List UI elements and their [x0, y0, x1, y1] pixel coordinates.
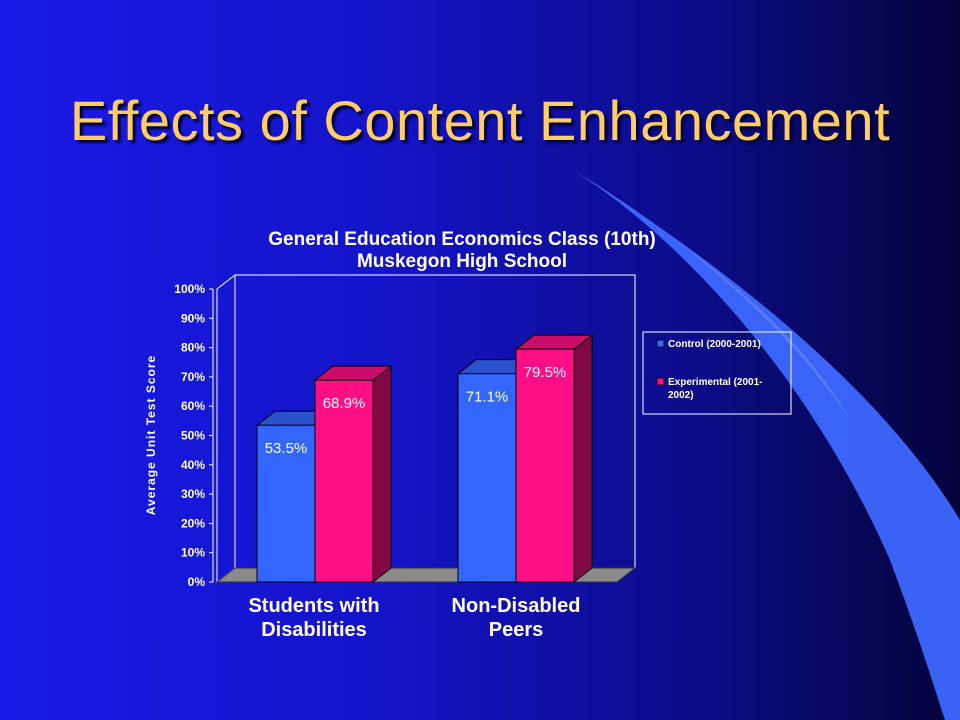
- y-tick-label: 60%: [181, 399, 205, 413]
- bar-side: [372, 365, 392, 584]
- x-tick-label: Disabilities: [261, 619, 367, 641]
- y-tick-label: 70%: [181, 370, 205, 384]
- y-tick-label: 50%: [181, 429, 205, 443]
- chart-title: General Education Economics Class (10th): [268, 229, 656, 250]
- x-tick-label: Students with: [248, 595, 379, 617]
- decorative-swoosh: [570, 168, 960, 720]
- legend-label: Experimental (2001-: [668, 377, 763, 388]
- y-tick-label: 90%: [181, 311, 205, 325]
- y-tick-label: 20%: [181, 516, 205, 530]
- legend-swatch: [656, 377, 665, 386]
- data-label: 68.9%: [323, 395, 366, 412]
- chart-subtitle: Muskegon High School: [357, 251, 567, 272]
- data-label: 79.5%: [524, 364, 567, 381]
- bar-front: [256, 424, 316, 583]
- data-label: 71.1%: [466, 389, 509, 406]
- y-tick-label: 10%: [181, 546, 205, 560]
- y-tick-label: 30%: [181, 487, 205, 501]
- y-tick-label: 80%: [181, 341, 205, 355]
- legend-label: Control (2000-2001): [668, 339, 761, 350]
- legend-box: [642, 331, 792, 415]
- legend-label: 2002): [668, 390, 694, 401]
- bar-side: [573, 334, 593, 584]
- y-tick-label: 40%: [181, 458, 205, 472]
- bar-front: [515, 348, 575, 583]
- y-tick-label: 0%: [188, 575, 206, 589]
- bars: 53.5% 68.9% 71.1% 79.5%: [255, 334, 594, 584]
- legend: Control (2000-2001) Experimental (2001- 20…: [642, 331, 792, 415]
- chart-titles: General Education Economics Class (10th)…: [268, 229, 656, 272]
- legend-swatch: [656, 339, 665, 348]
- bar: 68.9%: [313, 365, 393, 584]
- data-label: 53.5%: [265, 440, 308, 457]
- y-axis: 0% 10% 20% 30% 40% 50% 60% 70% 80% 90% 100%: [174, 282, 214, 589]
- bar-front: [457, 373, 517, 583]
- legend-entry: Control (2000-2001): [656, 339, 761, 350]
- side-wall: [216, 273, 236, 584]
- legend-entry: Experimental (2001- 2002): [656, 377, 763, 401]
- bar: 79.5%: [514, 334, 594, 584]
- x-tick-label: Peers: [489, 619, 544, 641]
- y-tick-label: 100%: [174, 282, 205, 296]
- slide-title: Effects of Content Enhancement: [69, 89, 891, 152]
- x-tick-label: Non-Disabled: [452, 595, 581, 617]
- bar-front: [314, 379, 374, 583]
- y-axis-label: Average Unit Test Score: [144, 355, 158, 515]
